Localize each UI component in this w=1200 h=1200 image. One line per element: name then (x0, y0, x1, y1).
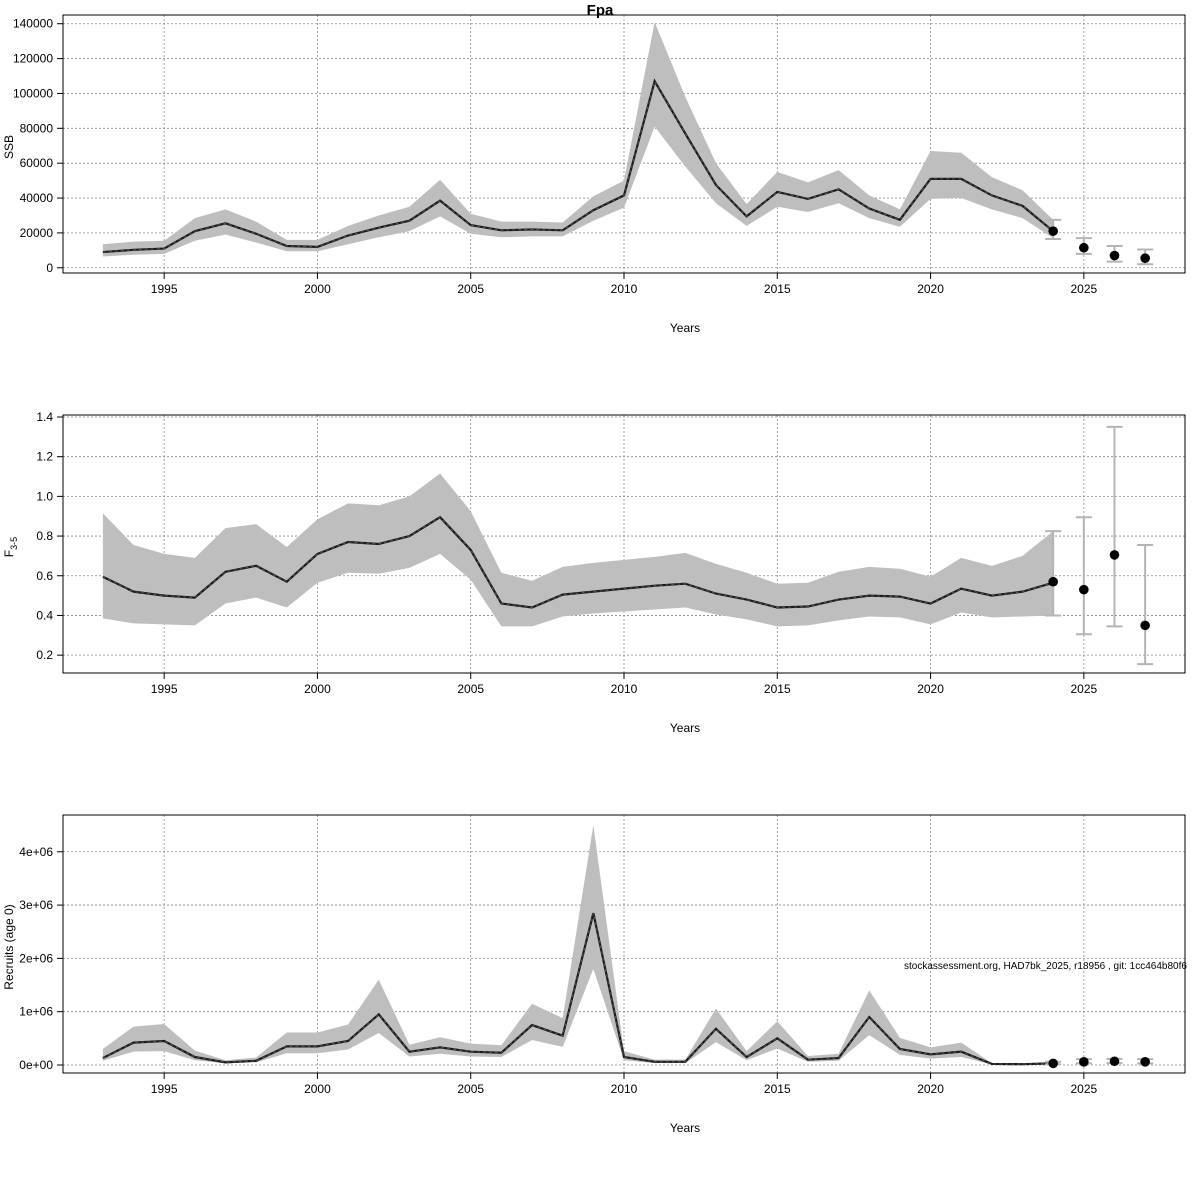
x-tick-label: 2000 (304, 1082, 331, 1096)
x-tick-label: 2025 (1070, 682, 1097, 696)
y-tick-label: 1.0 (36, 489, 53, 503)
y-tick-label: 20000 (20, 226, 54, 240)
forecast-point (1109, 550, 1120, 560)
estimate-line-dashed (102, 79, 1054, 253)
x-tick-label: 2015 (764, 682, 791, 696)
y-tick-label: 1.2 (36, 450, 53, 464)
x-tick-label: 1995 (151, 682, 178, 696)
y-tick-label: 0.2 (36, 648, 53, 662)
confidence-band (102, 473, 1054, 627)
y-tick-label: 4e+06 (19, 845, 53, 859)
x-axis-label: Years (670, 721, 700, 735)
y-tick-label: 120000 (13, 52, 53, 66)
forecast-point (1140, 1057, 1150, 1067)
y-tick-label: 100000 (13, 86, 53, 100)
y-tick-label: 0 (46, 261, 53, 275)
x-tick-label: 2010 (611, 1082, 638, 1096)
x-tick-label: 2005 (457, 1082, 484, 1096)
x-tick-label: 2020 (917, 682, 944, 696)
y-tick-label: 0e+00 (19, 1058, 53, 1072)
estimate-line (102, 912, 1054, 1066)
figure-title: Fpa (587, 2, 614, 19)
y-tick-label: 0.4 (36, 608, 53, 622)
y-axis-label: F3-5 (2, 537, 19, 557)
forecast-point (1140, 620, 1150, 631)
x-tick-label: 1995 (151, 1082, 178, 1096)
forecast-point (1079, 242, 1089, 253)
x-tick-label: 2005 (457, 282, 484, 296)
y-tick-label: 0.6 (36, 569, 53, 583)
y-axis-label: Recruits (age 0) (2, 904, 16, 989)
forecast-point (1109, 250, 1120, 261)
x-tick-label: 2015 (764, 282, 791, 296)
forecast-point (1079, 584, 1089, 595)
panel-fishing-mortality: 1995 2000 2005 2010 2015 2020 2025 0.2 0.4 0.6 0.8… (2, 410, 1186, 735)
y-tick-label: 40000 (20, 191, 54, 205)
x-tick-label: 2025 (1070, 282, 1097, 296)
y-tick-label: 1.4 (36, 410, 53, 424)
x-tick-label: 2010 (611, 682, 638, 696)
panel-recruits: 1995 2000 2005 2010 2015 2020 2025 0e+00 1e+06 2e… (2, 814, 1186, 1135)
credit-text: stockassessment.org, HAD7bk_2025, r18956… (904, 961, 1187, 972)
forecast-point (1140, 253, 1150, 263)
panel-ssb: 1995 2000 2005 2010 2015 2020 2025 0 20000 40000 6… (2, 14, 1186, 335)
y-tick-label: 80000 (20, 121, 54, 135)
x-tick-label: 2025 (1070, 1082, 1097, 1096)
forecast-point (1048, 1058, 1058, 1069)
estimate-line-dashed (102, 516, 1054, 609)
x-tick-label: 2015 (764, 1082, 791, 1096)
y-tick-label: 1e+06 (19, 1005, 53, 1019)
confidence-band (102, 825, 1054, 1065)
x-tick-label: 2020 (917, 1082, 944, 1096)
x-tick-label: 1995 (151, 282, 178, 296)
confidence-band (102, 21, 1054, 257)
x-tick-label: 2005 (457, 682, 484, 696)
forecast-point (1109, 1056, 1120, 1067)
y-tick-label: 2e+06 (19, 951, 53, 965)
y-tick-label: 140000 (13, 17, 53, 31)
y-tick-label: 3e+06 (19, 898, 53, 912)
y-tick-label: 0.8 (36, 529, 53, 543)
y-axis-label: SSB (2, 135, 16, 159)
x-tick-label: 2020 (917, 282, 944, 296)
x-axis-label: Years (670, 1121, 700, 1135)
y-tick-label: 60000 (20, 156, 54, 170)
x-tick-label: 2010 (611, 282, 638, 296)
forecast-point (1048, 226, 1058, 236)
x-tick-label: 2000 (304, 282, 331, 296)
x-tick-label: 2000 (304, 682, 331, 696)
x-axis-label: Years (670, 321, 700, 335)
forecast-point (1048, 576, 1058, 587)
y-axis-label-subscript: 3-5 (9, 537, 19, 550)
forecast-point (1079, 1057, 1089, 1067)
